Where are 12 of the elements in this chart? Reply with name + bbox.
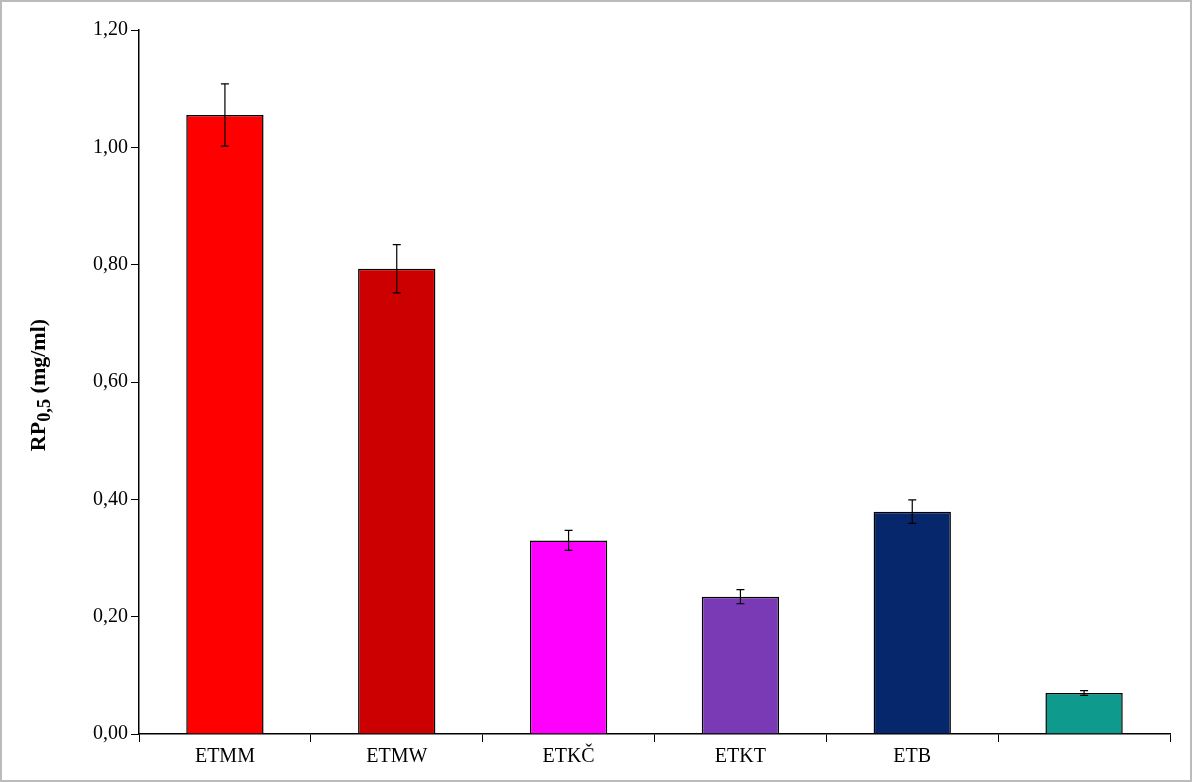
x-tick-label: ETMW bbox=[366, 744, 428, 767]
y-tick-label: 0,00 bbox=[93, 721, 128, 744]
x-tick-label: ETKT bbox=[714, 744, 766, 767]
y-tick-label: 1,00 bbox=[93, 134, 128, 157]
x-tick-label: ETB bbox=[893, 744, 932, 767]
x-tick-label: ETMM bbox=[194, 744, 256, 767]
y-tick-label: 1,20 bbox=[93, 17, 128, 40]
y-tick-label: 0,40 bbox=[93, 486, 128, 509]
y-tick-label: 0,20 bbox=[93, 603, 128, 626]
y-tick-label: 0,80 bbox=[93, 251, 128, 274]
x-tick-label: ETKČ bbox=[542, 743, 595, 767]
y-tick-label: 0,60 bbox=[93, 369, 128, 392]
